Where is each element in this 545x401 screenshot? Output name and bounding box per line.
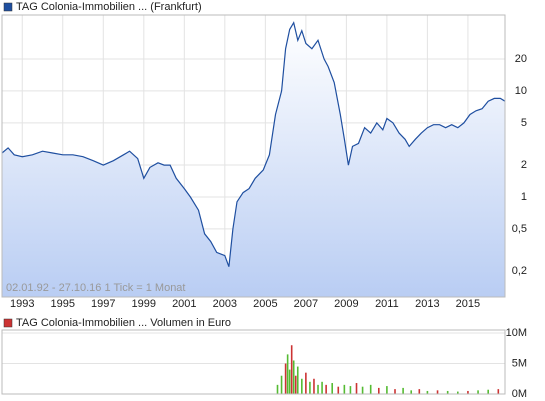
volume-bar bbox=[313, 378, 315, 394]
volume-bar bbox=[377, 387, 380, 394]
y-tick-label: 1 bbox=[521, 191, 527, 203]
price-area bbox=[2, 22, 505, 297]
volume-bar bbox=[288, 369, 291, 394]
volume-bar bbox=[361, 386, 364, 394]
volume-bar bbox=[456, 391, 459, 394]
volume-bar bbox=[349, 386, 352, 394]
volume-bar bbox=[418, 389, 421, 394]
volume-bar bbox=[410, 390, 413, 394]
volume-bar bbox=[436, 390, 439, 394]
volume-bar bbox=[394, 389, 396, 394]
x-tick-label: 2009 bbox=[334, 298, 358, 310]
y-tick-label: 0,2 bbox=[512, 265, 527, 277]
x-tick-label: 2013 bbox=[415, 298, 439, 310]
volume-bar bbox=[294, 375, 297, 394]
y-tick-label: 10 bbox=[515, 85, 527, 97]
x-tick-label: 1995 bbox=[51, 298, 75, 310]
x-tick-label: 2005 bbox=[253, 298, 277, 310]
annotation: 02.01.92 - 27.10.16 1 Tick = 1 Monat bbox=[6, 282, 185, 294]
plot-area bbox=[2, 330, 505, 394]
x-tick-label: 1993 bbox=[10, 298, 34, 310]
volume-bar bbox=[355, 383, 358, 394]
x-tick-label: 1999 bbox=[132, 298, 156, 310]
x-tick-label: 2007 bbox=[294, 298, 318, 310]
y-tick-label: 5M bbox=[512, 357, 527, 369]
volume-bar bbox=[284, 363, 287, 394]
volume-bar bbox=[309, 381, 311, 394]
volume-bar bbox=[325, 384, 327, 394]
legend-swatch bbox=[3, 318, 13, 328]
volume-bar bbox=[477, 390, 479, 394]
legend-label: TAG Colonia-Immobilien ... Volumen in Eu… bbox=[16, 317, 231, 329]
legend-swatch bbox=[3, 2, 13, 12]
volume-bar bbox=[337, 386, 340, 394]
x-tick-label: 2001 bbox=[172, 298, 196, 310]
volume-bar bbox=[487, 389, 489, 394]
volume-bar bbox=[305, 372, 307, 394]
volume-bar bbox=[402, 387, 404, 394]
y-tick-label: 20 bbox=[515, 53, 527, 65]
plot-border bbox=[1, 329, 506, 395]
y-tick-label: 10M bbox=[506, 327, 527, 339]
volume-bar bbox=[386, 386, 388, 394]
volume-bar bbox=[331, 383, 334, 394]
volume-bar bbox=[321, 381, 323, 394]
volume-bar bbox=[280, 375, 283, 394]
volume-bar bbox=[426, 390, 429, 394]
x-tick-label: 2003 bbox=[213, 298, 237, 310]
x-tick-label: 1997 bbox=[91, 298, 115, 310]
legend-label: TAG Colonia-Immobilien ... (Frankfurt) bbox=[16, 1, 202, 13]
x-tick-label: 2015 bbox=[456, 298, 480, 310]
volume-bar bbox=[369, 384, 372, 394]
y-tick-label: 2 bbox=[521, 159, 527, 171]
plot-border bbox=[1, 14, 506, 298]
price-line bbox=[1, 21, 506, 267]
y-tick-label: 0M bbox=[512, 388, 527, 400]
y-tick-label: 5 bbox=[521, 117, 527, 129]
volume-bar bbox=[290, 345, 293, 394]
volume-bar bbox=[446, 390, 449, 394]
volume-bar bbox=[497, 389, 500, 394]
volume-bar bbox=[276, 384, 279, 394]
volume-bar bbox=[286, 354, 289, 394]
volume-bar bbox=[317, 384, 319, 394]
volume-bar bbox=[301, 378, 303, 394]
volume-bar bbox=[296, 366, 299, 394]
volume-bar bbox=[343, 384, 346, 394]
y-tick-label: 0,5 bbox=[512, 223, 527, 235]
volume-bar bbox=[467, 390, 469, 394]
volume-bar bbox=[292, 360, 295, 394]
x-tick-label: 2011 bbox=[375, 298, 399, 310]
